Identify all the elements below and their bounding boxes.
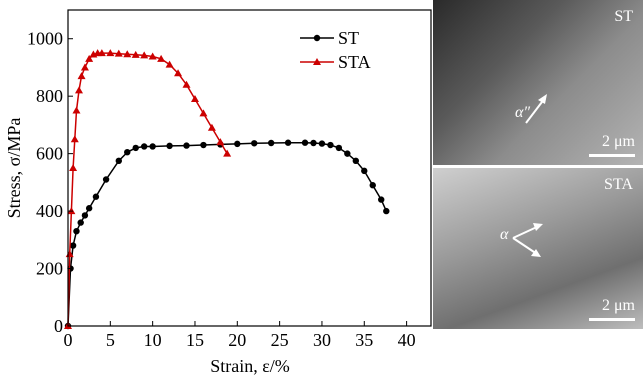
data-point-sta [148,52,157,60]
data-point-st [73,228,80,235]
series-line-st [67,141,387,327]
data-point-st [369,182,376,189]
data-point-st [267,139,275,147]
plot-frame [67,9,432,327]
data-point-sta [131,50,140,58]
data-point-sta [97,49,106,57]
data-point-sta [199,109,208,117]
phase-arrow-icon [525,94,547,124]
x-tick-label: 0 [64,330,73,350]
data-point-st [69,242,77,249]
x-tick-label: 10 [144,330,162,350]
data-point-st [200,141,207,149]
x-tick-label: 30 [313,330,331,350]
series-st [64,139,390,330]
data-point-st [102,176,110,183]
data-point-sta [77,72,86,80]
series-sta [64,49,232,329]
x-tick-label: 20 [228,330,246,350]
data-point-sta [182,80,191,88]
data-point-st [166,142,173,150]
x-tick-label: 5 [106,330,115,350]
data-point-sta [140,51,149,59]
data-point-st [85,205,93,212]
data-point-st [183,142,190,149]
phase-label: α [500,226,509,243]
data-point-st [140,143,148,150]
data-point-sta [174,69,183,77]
y-tick-label: 600 [36,144,63,164]
legend-label-sta: STA [338,52,371,72]
data-point-sta [75,86,84,94]
phase-arrows-icon [512,223,543,257]
data-point-st [352,157,360,165]
data-point-st [335,144,343,152]
data-point-st [313,34,321,42]
data-point-sta [157,54,166,62]
micrograph-panel-label: ST [614,8,633,25]
series-line-sta [67,52,228,327]
stress-strain-chart: 0 5 10 15 20 25 30 35 40 0 200 400 600 800 1000 ST STA … [4,9,432,376]
y-tick-label: 400 [36,201,63,221]
data-point-st [383,207,390,215]
micrograph-sta: STA α 2 μm [433,168,643,329]
data-point-st [361,167,368,175]
data-point-sta [69,164,78,171]
scale-label: 2 μm [601,133,635,150]
data-point-st [149,143,156,150]
scale-bar [589,318,635,321]
micrograph-st: ST α″ 2 μm [433,0,643,165]
y-tick-label: 200 [36,259,63,279]
x-tick-label: 40 [398,330,416,350]
data-point-sta [223,149,232,157]
data-point-st [327,141,334,149]
scale-bar [589,154,635,157]
data-point-sta [85,54,94,62]
data-point-sta [70,135,79,143]
data-point-sta [207,123,216,131]
data-point-st [301,139,309,146]
data-point-st [318,140,326,147]
data-point-sta [313,58,321,65]
data-point-sta [80,63,89,71]
data-point-st [378,196,385,203]
data-point-st [124,149,131,156]
data-point-st [77,219,84,226]
y-tick-label: 1000 [27,29,63,49]
x-tick-label: 25 [271,330,289,350]
scale-label: 2 μm [601,297,635,314]
data-point-st [251,140,258,147]
x-tick-label: 15 [186,330,204,350]
data-point-st [284,139,292,146]
data-point-sta [216,138,225,146]
data-point-st [81,212,89,219]
data-point-sta [165,60,174,68]
data-point-sta [106,49,115,57]
data-point-sta [123,50,132,58]
data-point-sta [72,106,81,114]
micrograph-panel-label: STA [604,176,633,193]
data-point-st [132,144,139,152]
legend-label-st: ST [338,28,359,48]
x-axis-label: Strain, ε/% [210,356,290,376]
data-point-st [92,193,100,200]
y-tick-label: 0 [54,316,63,336]
phase-label: α″ [515,104,531,121]
data-point-sta [114,49,123,57]
data-point-st [310,139,317,147]
x-tick-label: 35 [355,330,373,350]
data-point-sta [190,95,199,103]
data-point-st [234,140,241,148]
data-point-st [115,157,122,165]
data-point-st [344,150,351,157]
y-tick-label: 800 [36,86,63,106]
y-axis-label: Stress, σ/MPa [4,118,24,219]
